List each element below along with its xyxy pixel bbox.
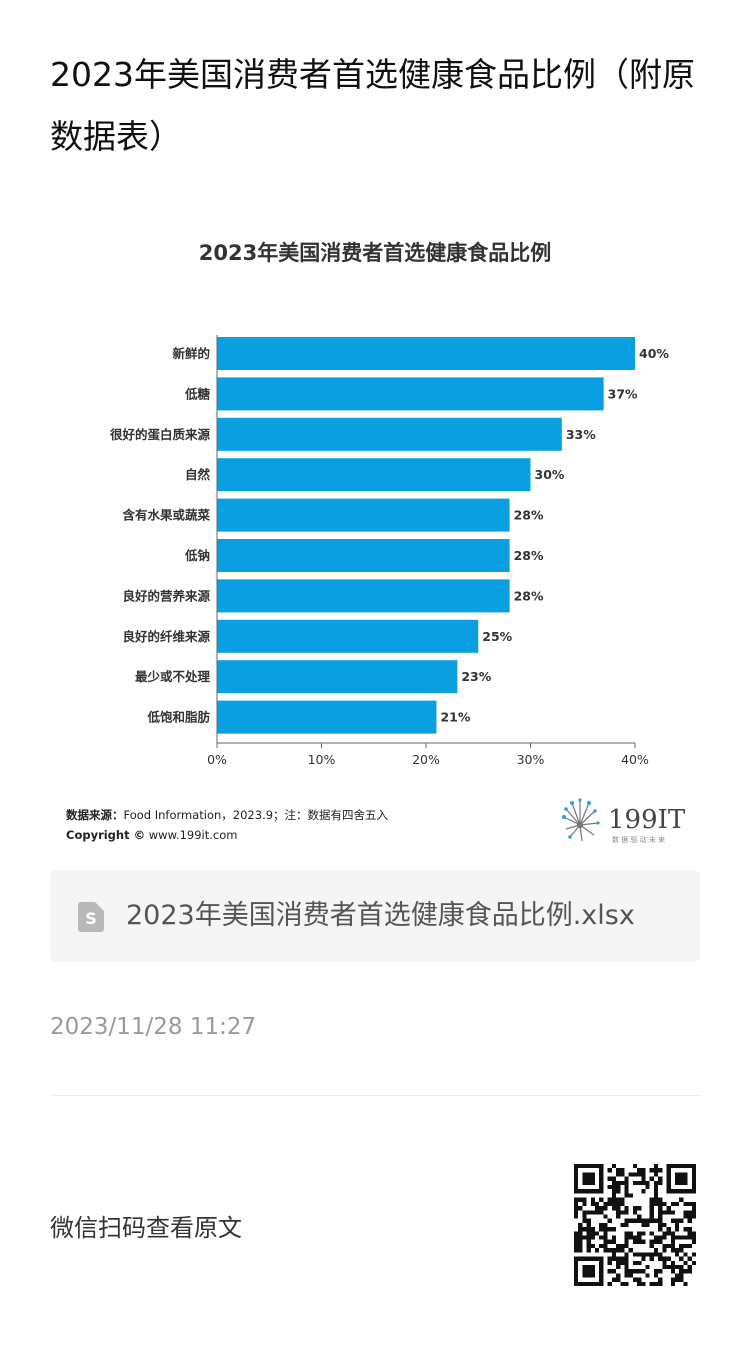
199it-logo: 199IT 数 据 驱 动 未 来 — [562, 798, 686, 844]
copyright-label: Copyright © — [66, 828, 146, 842]
copyright-text: www.199it.com — [145, 828, 238, 842]
category-label: 良好的纤维来源 — [122, 629, 210, 644]
x-tick-label: 0% — [207, 752, 227, 767]
value-label: 28% — [514, 508, 544, 523]
x-tick-label: 40% — [621, 752, 649, 767]
category-label: 很好的蛋白质来源 — [109, 427, 211, 442]
source-label: 数据来源： — [66, 808, 124, 822]
category-label: 低钠 — [184, 548, 210, 563]
chart-source: 数据来源：Food Information，2023.9；注：数据有四舍五入 C… — [66, 805, 388, 845]
bar-7 — [217, 579, 510, 613]
bar-9 — [217, 660, 458, 694]
divider — [50, 1095, 700, 1096]
category-label: 低饱和脂肪 — [146, 710, 210, 725]
bar-5 — [217, 498, 510, 532]
category-label: 良好的营养来源 — [122, 588, 210, 603]
qr-label: 微信扫码查看原文 — [50, 1214, 242, 1242]
bar-8 — [217, 619, 479, 653]
x-tick-label: 10% — [308, 752, 336, 767]
bar-chart: 2023年美国消费者首选健康食品比例 新鲜的低糖很好的蛋白质来源自然含有水果或蔬… — [109, 241, 669, 767]
logo-tagline: 数 据 驱 动 未 来 — [612, 835, 665, 844]
spreadsheet-file-icon: S — [78, 902, 104, 932]
x-tick-label: 20% — [412, 752, 440, 767]
bar-1 — [217, 337, 635, 370]
category-label: 新鲜的 — [172, 346, 210, 361]
qr-code-icon[interactable] — [574, 1164, 696, 1286]
value-label: 37% — [608, 386, 638, 401]
value-label: 28% — [514, 588, 544, 603]
category-label: 自然 — [185, 467, 211, 482]
attachment-card[interactable]: S 2023年美国消费者首选健康食品比例.xlsx — [50, 870, 700, 962]
value-label: 40% — [639, 346, 669, 361]
source-text: Food Information，2023.9；注：数据有四舍五入 — [123, 808, 389, 822]
value-label: 28% — [514, 548, 544, 563]
value-label: 33% — [566, 427, 596, 442]
bar-2 — [217, 377, 604, 411]
category-label: 含有水果或蔬菜 — [121, 508, 210, 523]
bar-6 — [217, 539, 510, 572]
logo-text: 199IT — [608, 805, 686, 835]
logo-dandelion-icon — [562, 798, 600, 842]
value-label: 21% — [440, 710, 470, 725]
value-label: 25% — [482, 629, 512, 644]
chart-image: 2023年美国消费者首选健康食品比例 新鲜的低糖很好的蛋白质来源自然含有水果或蔬… — [50, 205, 700, 855]
value-label: 30% — [535, 467, 565, 482]
category-label: 最少或不处理 — [135, 669, 211, 684]
bar-4 — [217, 458, 531, 492]
bar-3 — [217, 417, 562, 451]
x-tick-label: 30% — [517, 752, 545, 767]
article-title: 2023年美国消费者首选健康食品比例（附原数据表） — [50, 55, 695, 156]
value-label: 23% — [461, 669, 491, 684]
bar-10 — [217, 700, 437, 734]
attachment-filename[interactable]: 2023年美国消费者首选健康食品比例.xlsx — [126, 900, 635, 931]
publish-timestamp: 2023/11/28 11:27 — [50, 1014, 257, 1040]
chart-title: 2023年美国消费者首选健康食品比例 — [199, 241, 551, 265]
svg-text:S: S — [85, 909, 97, 928]
category-label: 低糖 — [184, 386, 211, 401]
